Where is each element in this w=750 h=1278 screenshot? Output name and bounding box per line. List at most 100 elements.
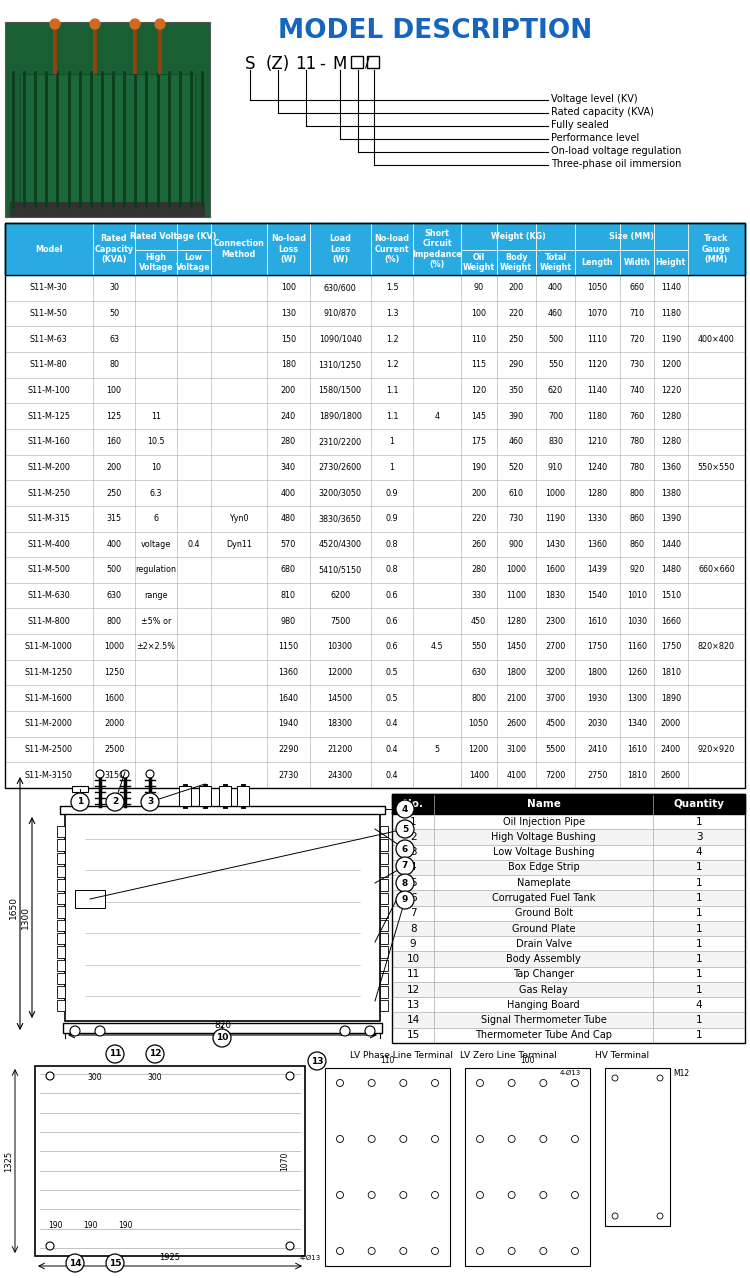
Text: 300: 300 xyxy=(148,1074,162,1082)
Circle shape xyxy=(337,1247,344,1255)
Text: 21200: 21200 xyxy=(328,745,352,754)
Circle shape xyxy=(612,1075,618,1081)
Text: 1180: 1180 xyxy=(587,412,608,420)
Text: 10: 10 xyxy=(216,1034,228,1043)
Bar xyxy=(380,960,388,971)
Text: 4: 4 xyxy=(410,863,416,873)
Text: 1360: 1360 xyxy=(278,668,298,677)
Circle shape xyxy=(509,1080,515,1086)
Text: 3200/3050: 3200/3050 xyxy=(319,488,362,497)
Text: 120: 120 xyxy=(471,386,486,395)
Text: 1650: 1650 xyxy=(9,896,18,919)
Text: 110: 110 xyxy=(471,335,486,344)
Text: S11-M-315: S11-M-315 xyxy=(27,514,70,523)
Text: 130: 130 xyxy=(280,309,296,318)
Text: Length: Length xyxy=(582,258,614,267)
Text: Model: Model xyxy=(35,244,62,253)
Text: 1050: 1050 xyxy=(587,284,608,293)
Bar xyxy=(5,377,745,404)
Circle shape xyxy=(106,1045,124,1063)
Circle shape xyxy=(95,1026,105,1036)
Bar xyxy=(5,222,745,275)
Circle shape xyxy=(90,19,100,29)
Bar xyxy=(392,982,745,997)
Text: 4: 4 xyxy=(434,412,439,420)
Bar xyxy=(325,1068,450,1266)
Text: 400: 400 xyxy=(106,539,122,548)
Circle shape xyxy=(396,820,414,838)
Text: 340: 340 xyxy=(280,463,296,472)
Text: 2730/2600: 2730/2600 xyxy=(319,463,362,472)
Text: 190: 190 xyxy=(48,1222,62,1231)
Bar xyxy=(392,860,745,875)
Text: LV Phase Line Terminal: LV Phase Line Terminal xyxy=(350,1051,453,1059)
Circle shape xyxy=(396,800,414,818)
Text: 4: 4 xyxy=(402,804,408,814)
Bar xyxy=(392,875,745,891)
Text: 920: 920 xyxy=(629,565,644,575)
Circle shape xyxy=(106,794,124,812)
Text: 1110: 1110 xyxy=(587,335,608,344)
Text: 15: 15 xyxy=(109,1259,122,1268)
Bar xyxy=(380,987,388,998)
Text: Body Assembly: Body Assembly xyxy=(506,955,581,964)
Text: 1325: 1325 xyxy=(4,1150,13,1172)
Bar xyxy=(380,866,388,878)
Text: 280: 280 xyxy=(280,437,296,446)
Text: 910/870: 910/870 xyxy=(324,309,357,318)
Text: 1330: 1330 xyxy=(587,514,608,523)
Circle shape xyxy=(96,771,104,778)
Bar xyxy=(72,786,88,792)
Text: regulation: regulation xyxy=(136,565,176,575)
Text: 300: 300 xyxy=(88,1074,102,1082)
Bar xyxy=(392,966,745,982)
Text: 11: 11 xyxy=(296,55,316,73)
Text: M12: M12 xyxy=(673,1068,689,1077)
Text: 260: 260 xyxy=(471,539,486,548)
Text: 1400: 1400 xyxy=(469,771,489,780)
Circle shape xyxy=(540,1135,547,1143)
Text: 1890/1800: 1890/1800 xyxy=(319,412,362,420)
Text: 920×920: 920×920 xyxy=(698,745,735,754)
Text: 80: 80 xyxy=(109,360,119,369)
Text: 1: 1 xyxy=(696,863,703,873)
Text: Dyn11: Dyn11 xyxy=(226,539,252,548)
Text: 0.6: 0.6 xyxy=(386,643,398,652)
Text: 4500: 4500 xyxy=(545,720,566,728)
Text: 1750: 1750 xyxy=(587,643,608,652)
Text: 1.3: 1.3 xyxy=(386,309,398,318)
Text: 11: 11 xyxy=(406,969,420,979)
Text: 780: 780 xyxy=(629,463,644,472)
Circle shape xyxy=(540,1247,547,1255)
Text: 390: 390 xyxy=(509,412,524,420)
Text: Oil Injection Pipe: Oil Injection Pipe xyxy=(503,817,585,827)
Text: 180: 180 xyxy=(280,360,296,369)
Circle shape xyxy=(572,1135,578,1143)
Text: S11-M-30: S11-M-30 xyxy=(30,284,68,293)
Text: 500: 500 xyxy=(548,335,563,344)
Bar xyxy=(392,1028,745,1043)
Bar xyxy=(392,951,745,966)
Text: Quantity: Quantity xyxy=(674,799,724,809)
Text: 1: 1 xyxy=(696,984,703,994)
Circle shape xyxy=(106,1254,124,1272)
Text: S11-M-1000: S11-M-1000 xyxy=(25,643,73,652)
Text: Body
Weight: Body Weight xyxy=(500,253,532,272)
Circle shape xyxy=(155,19,165,29)
Text: 1390: 1390 xyxy=(661,514,681,523)
Bar xyxy=(57,866,65,878)
Text: 9: 9 xyxy=(402,896,408,905)
Bar xyxy=(5,455,745,481)
Bar xyxy=(5,275,745,300)
Bar xyxy=(5,685,745,711)
Circle shape xyxy=(368,1135,375,1143)
Text: 1210: 1210 xyxy=(587,437,608,446)
Text: 2300: 2300 xyxy=(545,617,566,626)
Text: Rated Voltage (KV): Rated Voltage (KV) xyxy=(130,233,216,242)
Bar xyxy=(380,840,388,851)
Text: 3: 3 xyxy=(147,797,153,806)
Bar xyxy=(5,506,745,532)
Bar xyxy=(392,997,745,1012)
Text: 1640: 1640 xyxy=(278,694,298,703)
Text: -: - xyxy=(319,55,325,73)
